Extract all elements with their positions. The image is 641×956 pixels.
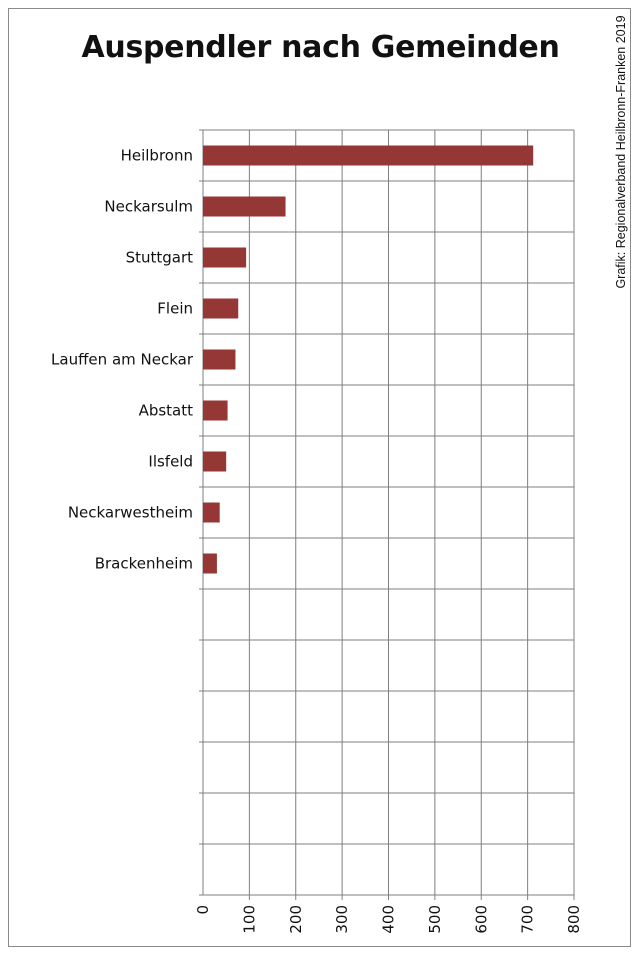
- category-label: Ilsfeld: [148, 453, 193, 471]
- bar: [203, 502, 220, 523]
- bar: [203, 145, 534, 166]
- x-tick-label: 100: [240, 905, 258, 934]
- x-tick-label: 400: [380, 905, 398, 934]
- grid-lines: [199, 129, 575, 900]
- x-tick-label: 0: [194, 905, 212, 915]
- bar: [203, 247, 247, 268]
- category-label: Neckarsulm: [104, 198, 193, 216]
- x-tick-label: 500: [426, 905, 444, 934]
- bars: [203, 145, 534, 574]
- x-tick-label: 800: [565, 905, 583, 934]
- x-tick-label: 600: [472, 905, 490, 934]
- category-label: Neckarwestheim: [68, 504, 193, 522]
- category-label: Brackenheim: [95, 555, 193, 573]
- x-tick-labels: 0 100 200 300 400 500 600 700 800: [194, 905, 583, 934]
- bar: [203, 298, 239, 319]
- category-label: Abstatt: [139, 402, 194, 420]
- x-tick-label: 200: [287, 905, 305, 934]
- bar: [203, 196, 286, 217]
- category-label: Lauffen am Neckar: [51, 351, 194, 369]
- category-label: Flein: [157, 300, 193, 318]
- bar: [203, 553, 217, 574]
- bar: [203, 349, 236, 370]
- category-label: Stuttgart: [126, 249, 194, 267]
- x-tick-label: 700: [519, 905, 537, 934]
- chart-title: Auspendler nach Gemeinden: [81, 30, 560, 65]
- category-label: Heilbronn: [121, 147, 193, 165]
- bar: [203, 400, 228, 421]
- bar: [203, 451, 227, 472]
- category-labels: Heilbronn Neckarsulm Stuttgart Flein Lauffen…: [51, 147, 194, 573]
- x-tick-label: 300: [333, 905, 351, 934]
